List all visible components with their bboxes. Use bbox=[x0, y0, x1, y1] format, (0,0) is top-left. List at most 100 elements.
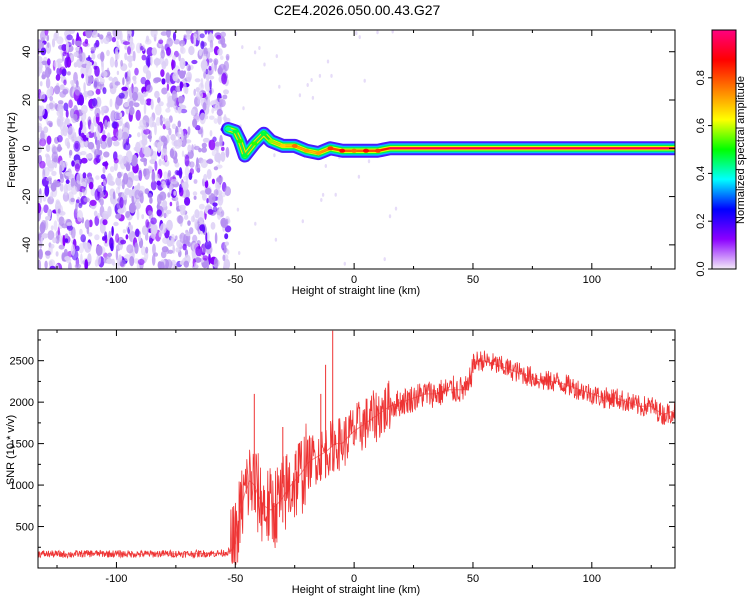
noise-blob bbox=[153, 77, 159, 84]
noise-blob bbox=[140, 99, 147, 105]
noise-blob bbox=[118, 92, 125, 99]
chart-title: C2E4.2026.050.00.43.G27 bbox=[274, 2, 441, 18]
noise-blob bbox=[166, 180, 170, 189]
noise-blob bbox=[63, 79, 67, 86]
noise-blob bbox=[155, 104, 162, 116]
spectrogram-signal-track bbox=[221, 122, 675, 163]
noise-blob bbox=[56, 234, 60, 241]
noise-blob bbox=[139, 192, 144, 204]
noise-blob bbox=[220, 151, 226, 163]
noise-blob bbox=[112, 191, 116, 200]
noise-blob bbox=[56, 115, 64, 128]
snr-axes: -100 -50 0 50 100 500 1000 1500 2000 2500 bbox=[10, 330, 675, 585]
noise-blob bbox=[158, 39, 164, 45]
noise-blob bbox=[86, 90, 93, 98]
noise-speck bbox=[358, 35, 361, 40]
noise-blob bbox=[106, 31, 112, 36]
noise-blob bbox=[147, 193, 153, 199]
noise-blob bbox=[133, 86, 139, 94]
noise-blob bbox=[84, 219, 90, 230]
noise-blob bbox=[70, 177, 76, 188]
noise-blob bbox=[85, 153, 93, 159]
noise-blob bbox=[162, 200, 168, 208]
noise-blob bbox=[222, 254, 226, 262]
noise-blob bbox=[53, 85, 61, 95]
noise-blob bbox=[188, 45, 195, 56]
noise-blob bbox=[213, 189, 219, 197]
noise-blob bbox=[119, 181, 123, 186]
signal-hotspot bbox=[363, 148, 369, 153]
noise-blob bbox=[207, 47, 214, 53]
noise-blob bbox=[144, 38, 152, 45]
noise-blob bbox=[81, 157, 88, 164]
noise-blob bbox=[81, 104, 88, 114]
noise-blob bbox=[62, 192, 69, 202]
noise-speck bbox=[258, 46, 261, 50]
noise-blob bbox=[85, 30, 93, 39]
signal-hotspot bbox=[291, 143, 298, 148]
noise-blob bbox=[63, 183, 68, 196]
noise-blob bbox=[107, 137, 113, 148]
noise-blob bbox=[74, 85, 81, 96]
noise-blob bbox=[148, 116, 155, 128]
colorbar-tick-label: 0.2 bbox=[695, 214, 707, 229]
noise-blob bbox=[180, 129, 184, 141]
noise-blob bbox=[175, 247, 181, 253]
noise-blob bbox=[149, 237, 153, 245]
noise-blob bbox=[78, 243, 84, 254]
noise-blob bbox=[134, 242, 139, 254]
noise-blob bbox=[206, 231, 210, 243]
noise-blob bbox=[66, 222, 73, 227]
noise-speck bbox=[253, 50, 257, 55]
noise-speck bbox=[367, 159, 371, 164]
noise-blob bbox=[179, 232, 186, 244]
noise-blob bbox=[191, 59, 198, 65]
noise-blob bbox=[85, 132, 90, 138]
noise-blob bbox=[43, 204, 49, 213]
noise-blob bbox=[115, 233, 120, 243]
colorbar-tick-label: 0.8 bbox=[695, 70, 707, 85]
noise-blob bbox=[158, 231, 162, 238]
y-tick-label: -20 bbox=[21, 189, 33, 205]
noise-blob bbox=[160, 49, 165, 59]
noise-speck bbox=[275, 54, 278, 59]
noise-blob bbox=[74, 142, 79, 150]
noise-blob bbox=[191, 249, 196, 260]
noise-blob bbox=[160, 135, 167, 143]
noise-blob bbox=[212, 99, 217, 112]
noise-blob bbox=[65, 41, 69, 53]
noise-blob bbox=[92, 30, 98, 38]
noise-blob bbox=[97, 185, 103, 193]
noise-blob bbox=[179, 57, 186, 70]
noise-blob bbox=[211, 178, 215, 185]
noise-blob bbox=[47, 42, 50, 49]
noise-blob bbox=[194, 262, 198, 269]
signal-hotspot bbox=[260, 131, 267, 136]
noise-blob bbox=[183, 34, 187, 39]
noise-speck bbox=[274, 237, 278, 242]
colorbar: 0.0 0.2 0.4 0.6 0.8 Normalized spectral ampl… bbox=[695, 29, 747, 277]
noise-blob bbox=[199, 33, 205, 39]
spectrogram-noise-region bbox=[38, 30, 398, 269]
noise-blob bbox=[124, 52, 128, 61]
noise-blob bbox=[184, 133, 187, 141]
noise-blob bbox=[160, 250, 167, 259]
noise-blob bbox=[61, 223, 68, 229]
noise-blob bbox=[216, 177, 222, 183]
noise-blob bbox=[58, 216, 65, 226]
noise-blob bbox=[170, 178, 178, 185]
noise-blob bbox=[220, 55, 224, 60]
noise-blob bbox=[121, 131, 129, 142]
noise-speck bbox=[334, 192, 337, 197]
noise-blob bbox=[193, 33, 198, 39]
noise-blob bbox=[167, 249, 174, 254]
noise-blob bbox=[114, 111, 121, 120]
noise-blob bbox=[58, 244, 65, 250]
noise-blob bbox=[49, 260, 53, 268]
noise-blob bbox=[49, 85, 54, 97]
noise-blob bbox=[47, 58, 51, 66]
noise-blob bbox=[140, 157, 148, 163]
noise-blob bbox=[138, 125, 145, 130]
noise-blob bbox=[163, 171, 168, 181]
noise-blob bbox=[117, 154, 124, 165]
